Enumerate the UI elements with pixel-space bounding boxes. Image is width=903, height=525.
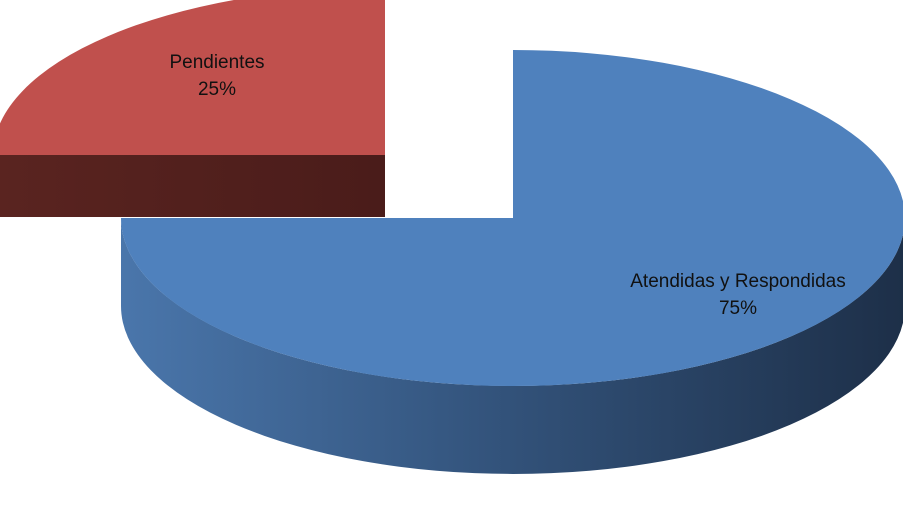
slice-value-label-pendientes: 25% xyxy=(198,79,236,100)
slice-value-label-atendidas-y-respondidas: 75% xyxy=(719,298,757,319)
slice-label-atendidas-y-respondidas: Atendidas y Respondidas xyxy=(630,271,845,292)
slice-atendidas-y-respondidas xyxy=(121,50,903,474)
slice-atendidas-y-respondidas-top xyxy=(121,50,903,386)
slice-pendientes xyxy=(0,0,385,217)
slice-label-pendientes: Pendientes xyxy=(169,52,264,73)
slice-pendientes-side xyxy=(0,155,385,217)
slice-pendientes-top xyxy=(0,0,385,155)
slice-atendidas-y-respondidas-side xyxy=(121,218,903,474)
